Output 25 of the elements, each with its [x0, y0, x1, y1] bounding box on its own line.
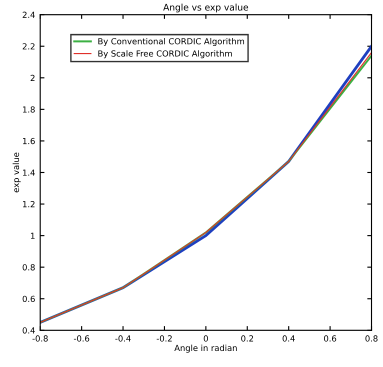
y-axis-title: exp value: [12, 152, 21, 192]
y-tick-label: 1.2: [23, 201, 35, 208]
x-tick-label: -0.8: [32, 335, 48, 342]
x-tick-label: -0.4: [115, 335, 131, 342]
x-tick-label: 0.6: [324, 335, 336, 342]
legend-label: By Scale Free CORDIC Algorithm: [98, 50, 232, 58]
x-tick-label: 0.8: [365, 335, 378, 342]
x-tick-label: 0: [204, 335, 208, 342]
y-tick-label: 1: [30, 232, 35, 239]
y-tick-label: 1.4: [23, 170, 35, 176]
y-tick-label: 0.4: [22, 327, 35, 334]
x-tick-label: 0.2: [241, 335, 254, 342]
y-tick-label: 2.4: [22, 12, 35, 18]
y-tick-label: 0.6: [22, 296, 35, 302]
chart-title: Angle vs exp value: [163, 4, 248, 12]
legend-label: By Conventional CORDIC Algorithm: [98, 38, 244, 46]
x-axis-title: Angle in radian: [174, 344, 237, 353]
y-tick-label: 1.6: [23, 138, 35, 144]
y-tick-label: 2.2: [22, 43, 35, 50]
x-tick-label: -0.2: [156, 335, 172, 342]
y-tick-label: 2: [30, 74, 35, 81]
x-tick-label: 0.4: [282, 335, 295, 342]
x-tick-label: -0.6: [74, 335, 90, 342]
y-tick-label: 1.8: [23, 106, 35, 113]
y-tick-label: 0.8: [22, 264, 35, 270]
